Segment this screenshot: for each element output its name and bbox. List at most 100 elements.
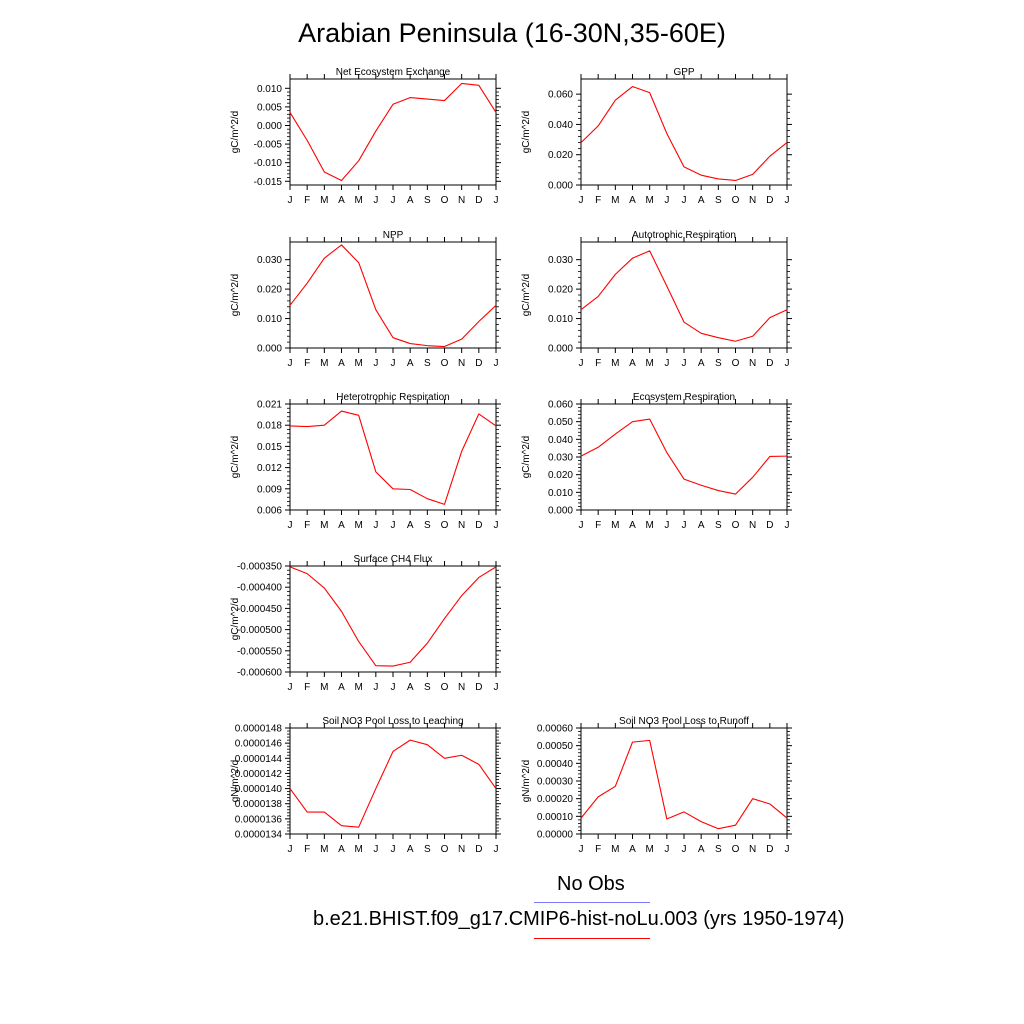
x-tick-label: J [785, 520, 790, 531]
plot-frame [289, 403, 497, 511]
x-tick-label: J [785, 195, 790, 206]
y-tick-label: -0.015 [254, 177, 283, 188]
x-tick-label: M [320, 358, 328, 369]
y-tick-label: 0.010 [257, 84, 282, 95]
x-tick-label: D [475, 195, 482, 206]
x-tick-label: O [732, 195, 740, 206]
x-tick-label: F [595, 358, 601, 369]
x-tick-label: J [579, 844, 584, 855]
x-tick-label: M [354, 520, 362, 531]
x-tick-label: S [424, 844, 431, 855]
y-axis-label: gC/m^2/d [521, 436, 532, 479]
plot-frame [289, 727, 497, 835]
y-tick-label: 0.015 [257, 442, 282, 453]
x-tick-label: D [766, 358, 773, 369]
x-tick-label: A [407, 358, 414, 369]
x-tick-label: A [338, 844, 345, 855]
x-tick-label: F [304, 358, 310, 369]
series-line [289, 566, 497, 667]
x-tick-label: O [441, 682, 449, 693]
x-tick-label: N [458, 358, 465, 369]
y-tick-label: 0.040 [548, 435, 573, 446]
x-tick-label: A [629, 358, 636, 369]
y-axis-label: gN/m^2/d [521, 760, 532, 803]
y-tick-label: -0.000500 [237, 625, 282, 636]
y-tick-label: 0.030 [548, 453, 573, 464]
plot-frame [580, 727, 788, 835]
x-tick-label: J [664, 520, 669, 531]
x-tick-label: M [354, 844, 362, 855]
x-tick-label: D [475, 682, 482, 693]
x-tick-label: J [373, 358, 378, 369]
x-tick-label: D [475, 520, 482, 531]
x-tick-label: F [304, 195, 310, 206]
y-axis-label: gC/m^2/d [521, 111, 532, 154]
plot-frame [580, 78, 788, 186]
y-tick-label: 0.000 [548, 181, 573, 192]
panel-title: Net Ecosystem Exchange [336, 67, 451, 78]
y-tick-label: 0.006 [257, 506, 282, 517]
panel-title: Ecosystem Respiration [633, 392, 735, 403]
x-tick-label: M [354, 358, 362, 369]
x-tick-label: M [611, 520, 619, 531]
x-tick-label: M [354, 195, 362, 206]
y-tick-label: 0.010 [548, 314, 573, 325]
panel-title: Heterotrophic Respiration [336, 392, 449, 403]
chart-panel-7: Surface CH4 Flux gC/m^2/d -0.000600 -0.0005… [230, 554, 501, 693]
x-tick-label: J [682, 844, 687, 855]
x-tick-label: S [715, 844, 722, 855]
x-tick-label: J [373, 682, 378, 693]
x-tick-label: O [732, 844, 740, 855]
x-tick-label: F [304, 844, 310, 855]
y-tick-label: 0.040 [548, 120, 573, 131]
x-tick-label: A [629, 844, 636, 855]
x-tick-label: J [391, 520, 396, 531]
x-tick-label: J [373, 520, 378, 531]
x-tick-label: J [579, 195, 584, 206]
y-tick-label: 0.00010 [537, 812, 574, 823]
plot-frame [289, 78, 497, 186]
y-tick-label: -0.000600 [237, 668, 282, 679]
x-tick-label: J [785, 358, 790, 369]
x-tick-label: J [288, 195, 293, 206]
x-tick-label: S [424, 195, 431, 206]
series-line [289, 244, 497, 348]
y-tick-label: 0.009 [257, 484, 282, 495]
series-line [580, 418, 788, 495]
x-tick-label: D [766, 195, 773, 206]
y-tick-label: 0.010 [257, 314, 282, 325]
x-tick-label: M [611, 195, 619, 206]
y-tick-label: 0.0000148 [235, 724, 283, 735]
x-tick-label: F [304, 682, 310, 693]
y-tick-label: -0.010 [254, 158, 283, 169]
x-tick-label: S [424, 358, 431, 369]
x-tick-label: M [320, 682, 328, 693]
y-tick-label: 0.020 [548, 470, 573, 481]
y-tick-label: 0.030 [257, 255, 282, 266]
plot-frame [289, 565, 497, 673]
x-tick-label: J [288, 358, 293, 369]
y-tick-label: 0.0000138 [235, 799, 283, 810]
x-tick-label: J [288, 682, 293, 693]
x-tick-label: O [732, 358, 740, 369]
chart-panel-5: Heterotrophic Respiration gC/m^2/d 0.006 0.… [230, 392, 501, 531]
y-tick-label: 0.020 [548, 285, 573, 296]
y-axis-label: gC/m^2/d [230, 274, 241, 317]
x-tick-label: S [715, 520, 722, 531]
legend-obs-label: No Obs [557, 873, 625, 895]
legend-model-line [534, 938, 650, 939]
y-tick-label: 0.020 [257, 285, 282, 296]
y-tick-label: -0.000550 [237, 646, 282, 657]
chart-panel-6: Ecosystem Respiration gC/m^2/d 0.000 0.010 0… [521, 392, 792, 531]
chart-panel-4: Autotrophic Respiration gC/m^2/d 0.000 0.01… [521, 230, 792, 369]
y-tick-label: 0.00050 [537, 741, 574, 752]
x-tick-label: J [288, 520, 293, 531]
y-tick-label: 0.005 [257, 102, 282, 113]
x-tick-label: M [645, 195, 653, 206]
x-tick-label: N [458, 844, 465, 855]
x-tick-label: A [698, 520, 705, 531]
x-tick-label: J [494, 844, 499, 855]
x-tick-label: N [749, 520, 756, 531]
plot-frame [580, 403, 788, 511]
